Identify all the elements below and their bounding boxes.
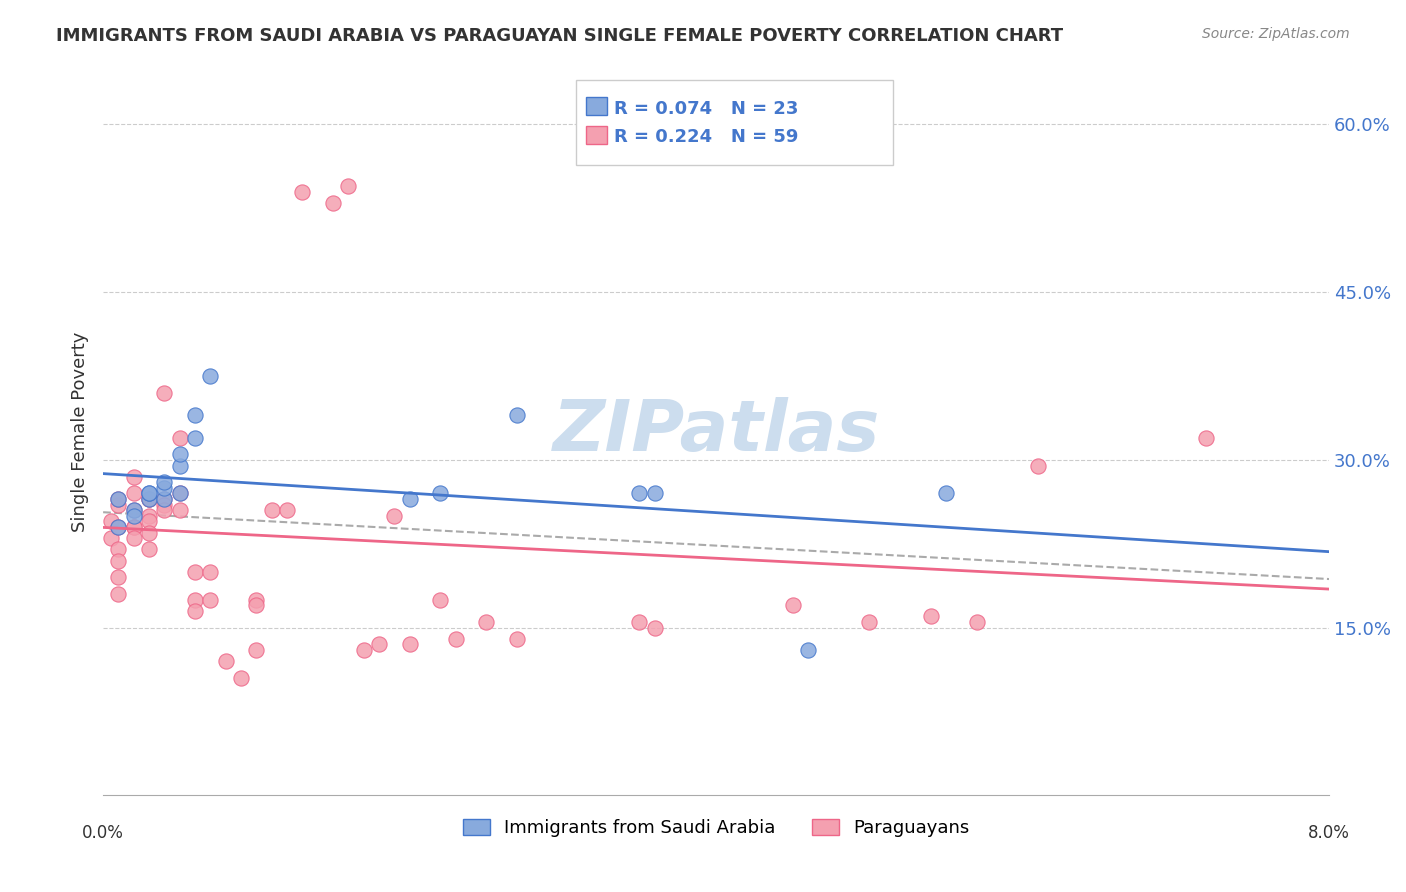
Point xyxy=(644,486,666,500)
Point xyxy=(153,481,176,495)
Point xyxy=(169,431,191,445)
Point xyxy=(138,491,160,506)
Point xyxy=(100,515,122,529)
Point xyxy=(398,491,420,506)
Point xyxy=(169,486,191,500)
Point xyxy=(215,654,238,668)
Text: R = 0.224   N = 59: R = 0.224 N = 59 xyxy=(614,128,799,146)
Point xyxy=(107,491,129,506)
Point xyxy=(184,592,207,607)
Text: R = 0.074   N = 23: R = 0.074 N = 23 xyxy=(614,100,799,118)
Point xyxy=(122,531,145,545)
Point xyxy=(122,486,145,500)
Legend: Immigrants from Saudi Arabia, Paraguayans: Immigrants from Saudi Arabia, Paraguayan… xyxy=(456,812,977,845)
Point xyxy=(122,503,145,517)
Point xyxy=(229,671,252,685)
Point xyxy=(506,632,529,646)
Point xyxy=(184,431,207,445)
Point xyxy=(920,609,942,624)
Point xyxy=(245,643,267,657)
Point xyxy=(122,520,145,534)
Point xyxy=(260,503,283,517)
Point xyxy=(322,195,344,210)
Point xyxy=(429,592,451,607)
Point xyxy=(184,604,207,618)
Point xyxy=(628,486,651,500)
Point xyxy=(200,565,222,579)
Point xyxy=(100,531,122,545)
Point xyxy=(935,486,957,500)
Point xyxy=(444,632,467,646)
Point xyxy=(1026,458,1049,473)
Point xyxy=(506,408,529,422)
Point xyxy=(1195,431,1218,445)
Y-axis label: Single Female Poverty: Single Female Poverty xyxy=(72,332,89,533)
Point xyxy=(398,637,420,651)
Point xyxy=(138,491,160,506)
Point xyxy=(107,587,129,601)
Point xyxy=(107,542,129,557)
Point xyxy=(628,615,651,629)
Point xyxy=(353,643,375,657)
Text: IMMIGRANTS FROM SAUDI ARABIA VS PARAGUAYAN SINGLE FEMALE POVERTY CORRELATION CHA: IMMIGRANTS FROM SAUDI ARABIA VS PARAGUAY… xyxy=(56,27,1063,45)
Point xyxy=(153,385,176,400)
Point xyxy=(138,486,160,500)
Point xyxy=(153,491,176,506)
Text: 8.0%: 8.0% xyxy=(1308,824,1350,842)
Point xyxy=(138,491,160,506)
Point xyxy=(337,178,360,193)
Text: Source: ZipAtlas.com: Source: ZipAtlas.com xyxy=(1202,27,1350,41)
Point xyxy=(169,503,191,517)
Point xyxy=(169,447,191,461)
Point xyxy=(107,491,129,506)
Text: ZIPatlas: ZIPatlas xyxy=(553,398,880,467)
Point xyxy=(169,486,191,500)
Point xyxy=(107,520,129,534)
Point xyxy=(107,570,129,584)
Point xyxy=(858,615,880,629)
Point xyxy=(122,469,145,483)
Point xyxy=(138,486,160,500)
Point xyxy=(138,508,160,523)
Point xyxy=(107,520,129,534)
Point xyxy=(138,542,160,557)
Point xyxy=(153,475,176,490)
Point xyxy=(200,369,222,384)
Point xyxy=(122,503,145,517)
Point xyxy=(107,553,129,567)
Point xyxy=(966,615,988,629)
Point xyxy=(368,637,391,651)
Point xyxy=(153,498,176,512)
Point xyxy=(429,486,451,500)
Point xyxy=(245,599,267,613)
Point xyxy=(169,458,191,473)
Point xyxy=(782,599,804,613)
Point xyxy=(153,503,176,517)
Point xyxy=(797,643,820,657)
Point xyxy=(122,520,145,534)
Point xyxy=(122,508,145,523)
Text: 0.0%: 0.0% xyxy=(82,824,124,842)
Point xyxy=(138,525,160,540)
Point xyxy=(276,503,298,517)
Point xyxy=(382,508,405,523)
Point xyxy=(245,592,267,607)
Point xyxy=(153,491,176,506)
Point xyxy=(291,185,314,199)
Point xyxy=(138,515,160,529)
Point xyxy=(184,565,207,579)
Point xyxy=(107,498,129,512)
Point xyxy=(200,592,222,607)
Point xyxy=(644,621,666,635)
Point xyxy=(184,408,207,422)
Point xyxy=(475,615,498,629)
